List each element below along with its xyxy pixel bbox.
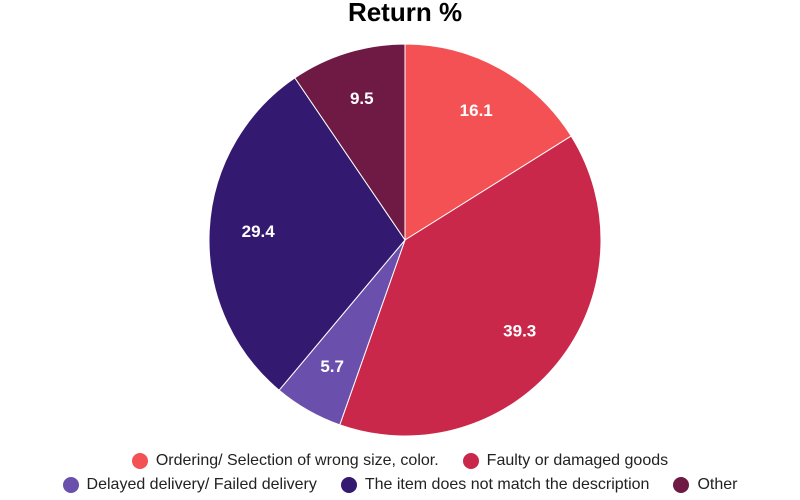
data-label: 39.3: [503, 321, 536, 340]
legend-label: Delayed delivery/ Failed delivery: [86, 476, 317, 493]
data-label: 29.4: [242, 222, 276, 241]
data-label: 9.5: [350, 89, 374, 108]
legend-item: Faulty or damaged goods: [462, 452, 669, 470]
legend-label: Faulty or damaged goods: [486, 452, 669, 469]
pie-slice: [404, 43, 572, 241]
legend-row: Ordering/ Selection of wrong size, color…: [0, 449, 800, 473]
pie-slice: [208, 77, 406, 391]
legend-label: The item does not match the description: [364, 476, 650, 493]
legend-item: The item does not match the description: [340, 476, 650, 494]
data-label: 16.1: [460, 101, 493, 120]
legend-marker: [131, 453, 148, 469]
legend-label: Ordering/ Selection of wrong size, color…: [155, 452, 439, 469]
legend-marker: [673, 477, 690, 493]
legend: Ordering/ Selection of wrong size, color…: [0, 449, 800, 497]
legend-label: Other: [697, 476, 738, 493]
legend-marker: [462, 453, 479, 469]
pie-slice: [294, 43, 406, 242]
pie-slice: [339, 135, 602, 437]
legend-row: Delayed delivery/ Failed delivery The ite…: [0, 473, 800, 497]
chart: Return % 16.1 39.3 5.7 29.4 9.5: [208, 0, 602, 437]
data-label: 5.7: [320, 357, 344, 376]
legend-marker: [340, 477, 357, 493]
legend-item: Ordering/ Selection of wrong size, color…: [131, 452, 439, 470]
legend-marker: [62, 477, 79, 493]
legend-item: Other: [673, 476, 737, 494]
legend-item: Delayed delivery/ Failed delivery: [62, 476, 317, 494]
chart-title: Return %: [348, 0, 462, 27]
